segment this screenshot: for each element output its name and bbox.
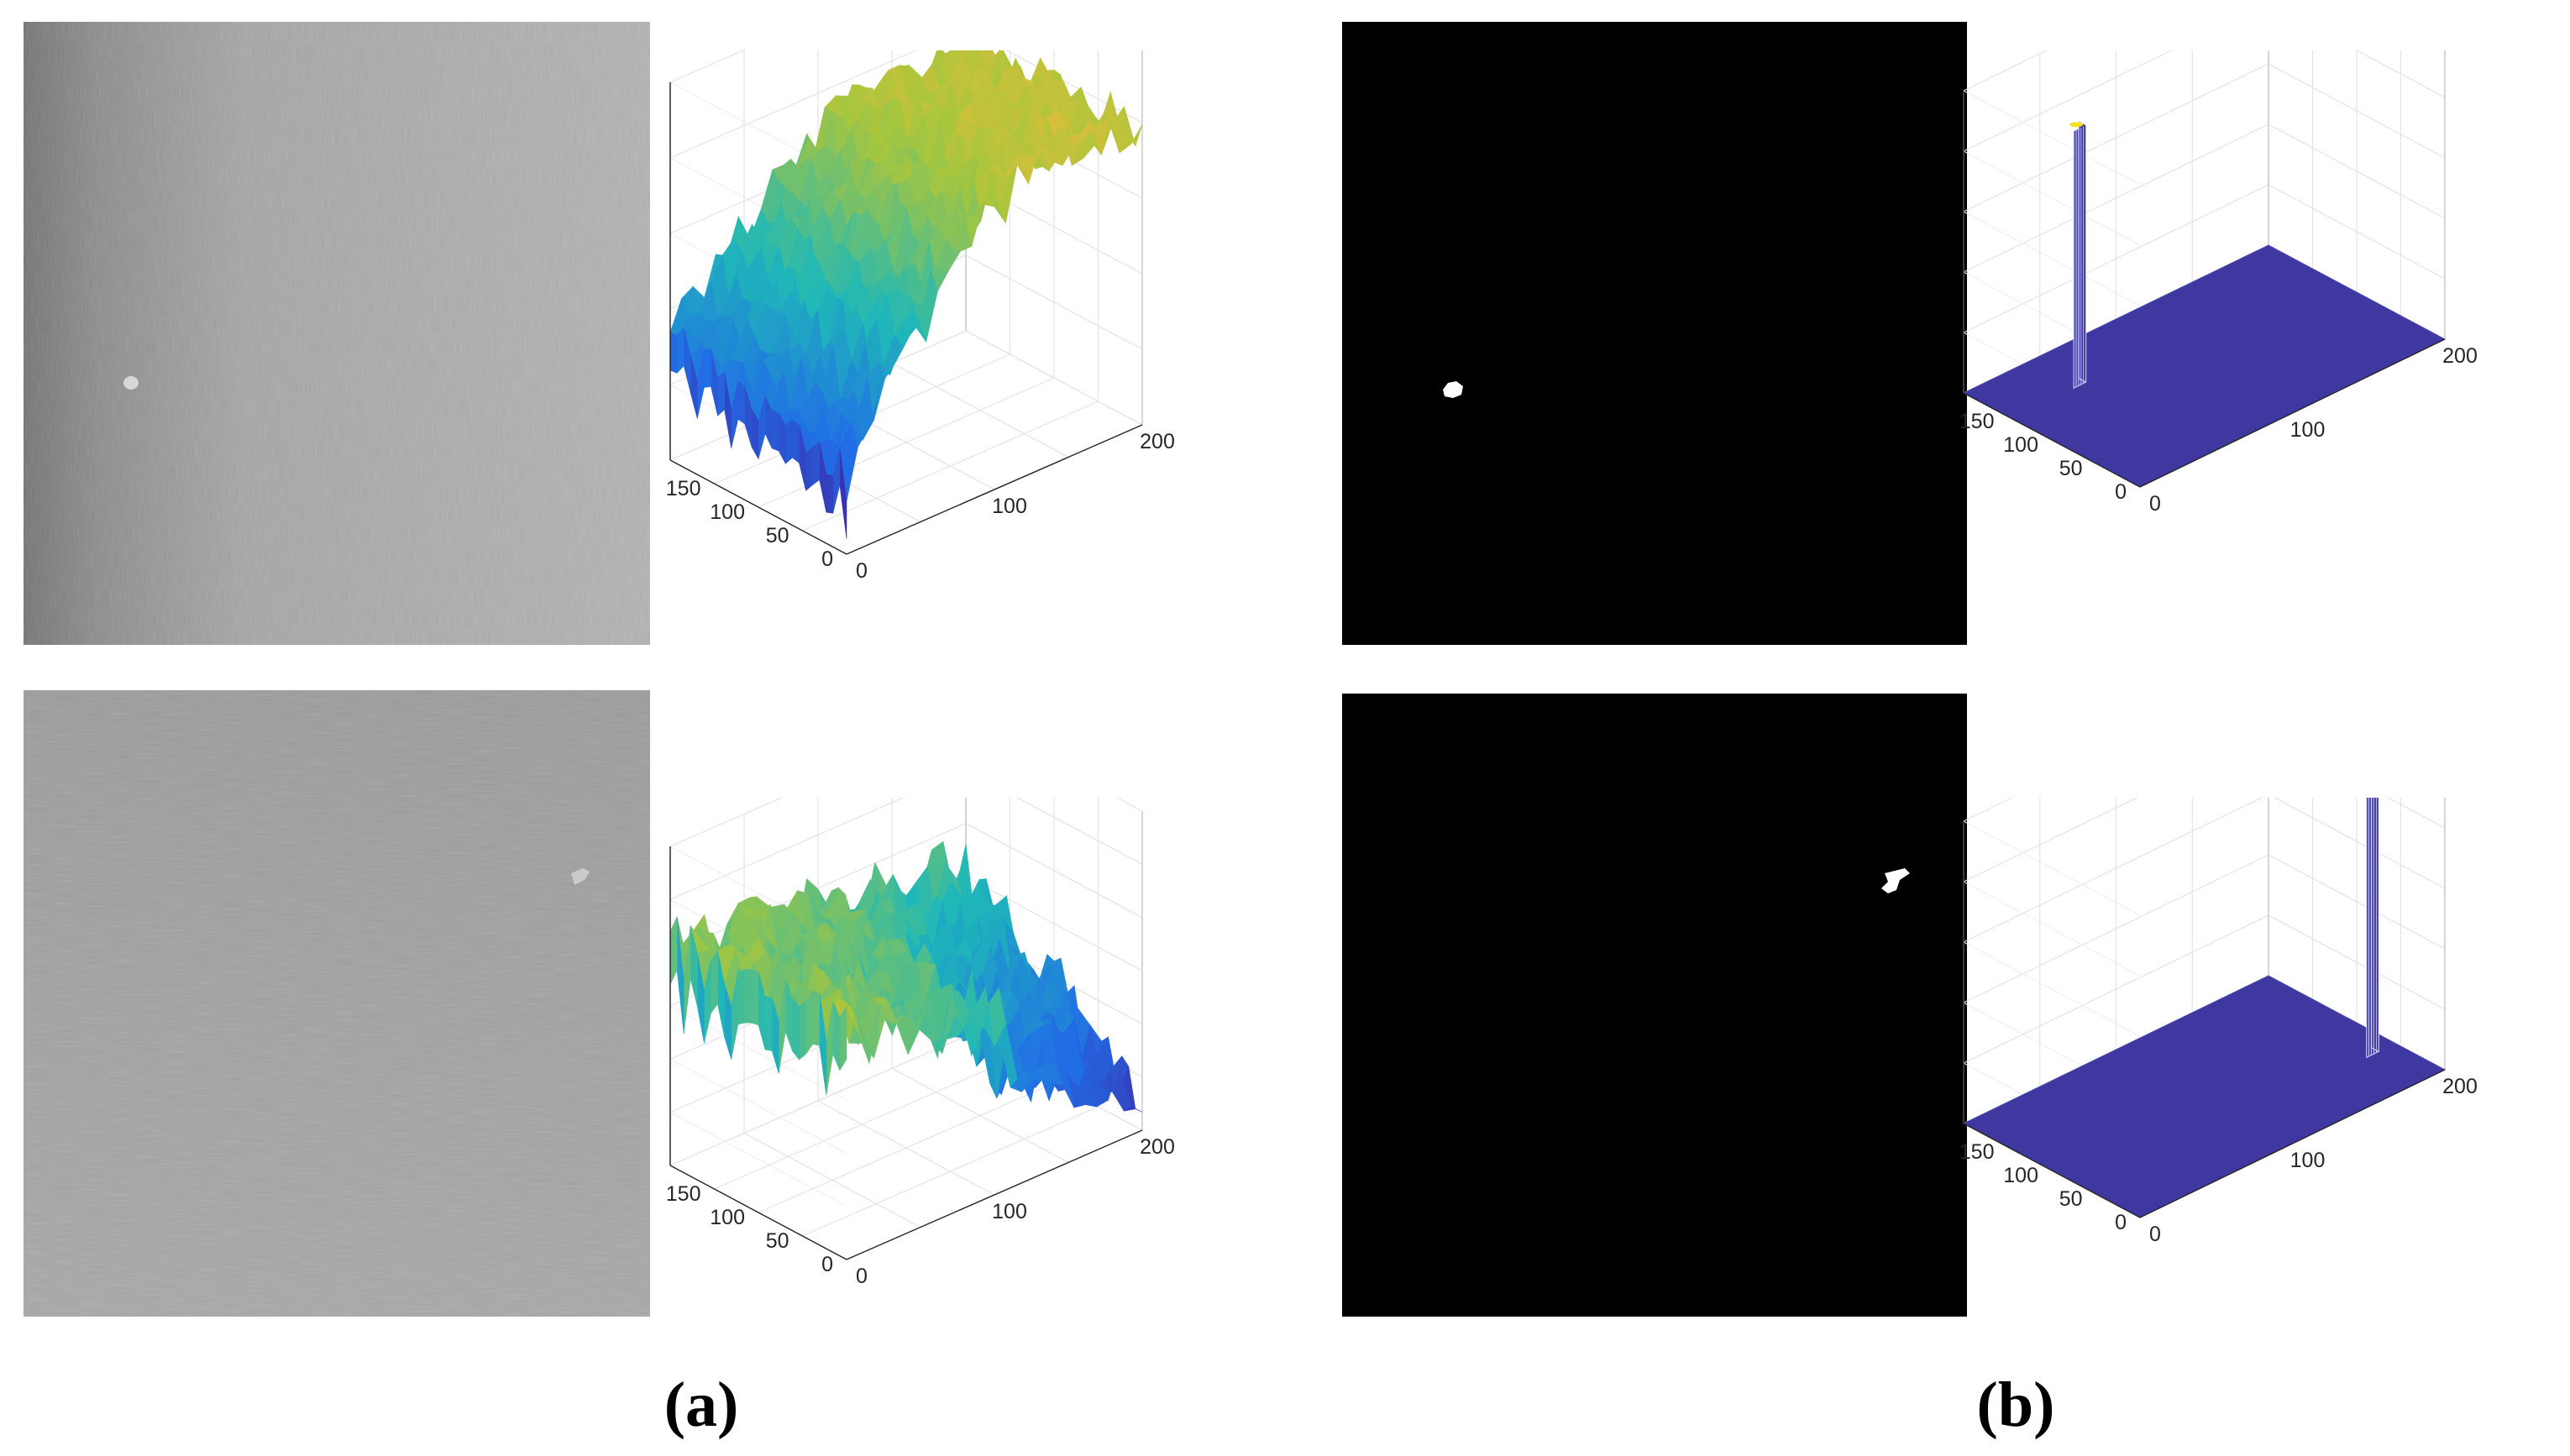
x-tick-label: 0 — [856, 559, 868, 583]
front-axes — [669, 846, 1143, 1260]
y-tick-labels: 050100150200 — [666, 1182, 833, 1276]
surface — [1962, 120, 2447, 488]
y-tick-label: 150 — [1959, 1140, 1995, 1164]
subfigure-label-a: (a) — [663, 1370, 739, 1440]
y-tick-label: 50 — [2059, 1187, 2083, 1211]
binary-mask-top — [1342, 22, 1967, 645]
grayscale-image-top — [24, 22, 650, 645]
surface-plot-b-top: 00.20.40.60.810501001502000100200 — [1957, 50, 2570, 638]
y-tick-label: 150 — [1959, 410, 1995, 433]
binary-mask-bottom — [1342, 694, 1967, 1317]
x-tick-labels: 0 100 200 — [856, 430, 1175, 583]
x-tick-label: 200 — [2442, 344, 2478, 368]
x-tick-label: 0 — [856, 1265, 868, 1288]
x-tick-label: 200 — [2442, 1075, 2478, 1098]
x-tick-label: 100 — [2290, 418, 2326, 442]
y-tick-label: 100 — [2003, 433, 2038, 457]
x-tick-label: 0 — [2149, 1223, 2161, 1246]
x-tick-label: 100 — [992, 495, 1027, 518]
subfigure-label-b: (b) — [1976, 1370, 2055, 1440]
front-axes — [1963, 821, 2446, 1218]
x-tick-label: 100 — [2290, 1149, 2326, 1172]
y-tick-label: 0 — [821, 547, 833, 571]
y-tick-label: 100 — [710, 500, 745, 524]
y-tick-label: 150 — [666, 1182, 701, 1206]
front-axes — [1963, 91, 2446, 488]
y-tick-labels: 050100150200 — [1959, 410, 2127, 504]
x-tick-labels: 0 100 200 — [2149, 1075, 2478, 1246]
y-tick-label: 50 — [766, 1229, 789, 1253]
x-tick-label: 200 — [1140, 1135, 1175, 1159]
front-axes — [669, 82, 1143, 555]
y-tick-label: 100 — [2003, 1164, 2038, 1187]
y-tick-label: 50 — [2059, 457, 2083, 480]
x-tick-label: 100 — [992, 1200, 1027, 1223]
surface-plot-b-bottom: 00.20.40.60.810501001502000100200 — [1957, 798, 2570, 1318]
y-tick-label: 0 — [821, 1253, 833, 1276]
surface-plot-a-top: 0.30.40.50.60.70.80501001502000100200 — [663, 50, 1277, 638]
surface — [669, 841, 1143, 1113]
peak-spike — [2069, 120, 2087, 390]
y-tick-label: 0 — [2115, 480, 2127, 504]
y-tick-labels: 050100150200 — [666, 477, 833, 571]
x-tick-label: 0 — [2149, 492, 2161, 516]
y-tick-label: 100 — [710, 1206, 745, 1229]
x-tick-labels: 0 100 200 — [856, 1135, 1175, 1288]
peak-spike — [2366, 798, 2379, 1059]
y-tick-labels: 050100150200 — [1959, 1140, 2127, 1234]
surface — [1962, 798, 2447, 1218]
x-tick-labels: 0 100 200 — [2149, 344, 2478, 516]
surface-plot-a-bottom: 0.50.550.60.650.70.750.80501001502000100… — [663, 798, 1277, 1318]
surface — [669, 50, 1143, 539]
grayscale-image-bottom — [24, 690, 650, 1317]
y-tick-label: 50 — [766, 524, 789, 547]
x-tick-label: 200 — [1140, 430, 1175, 453]
y-tick-label: 150 — [666, 477, 701, 500]
y-tick-label: 0 — [2115, 1211, 2127, 1234]
